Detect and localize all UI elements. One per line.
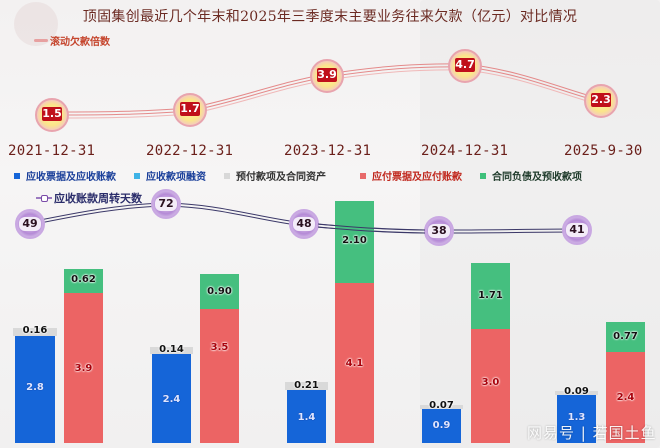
bar-ap[interactable]: 2.4	[606, 352, 645, 443]
date-label: 2024-12-31	[421, 143, 509, 159]
line-marker-legend-icon	[36, 195, 52, 202]
days-label: 72	[155, 197, 177, 211]
ratio-markers	[35, 49, 618, 132]
days-label: 49	[19, 217, 41, 231]
bar-value-label: 3.0	[481, 377, 500, 388]
bar-contract[interactable]: 1.71	[471, 263, 510, 329]
bar-value-label: 0.07	[429, 400, 454, 411]
legend-label: 合同负债及预收款项	[492, 172, 582, 183]
legend-item-ar[interactable]: 应收票据及应收账款	[14, 168, 116, 183]
bar-ar[interactable]: 2.8	[15, 336, 55, 443]
legend-rolling-ratio: 滚动欠款倍数	[34, 33, 110, 48]
line-legend-icon	[34, 39, 48, 42]
bar-ap[interactable]: 4.1	[335, 283, 374, 443]
ratio-label: 1.5	[42, 107, 62, 121]
legend-label: 应收票据及应收账款	[26, 172, 116, 183]
bar-value-label: 0.16	[22, 325, 48, 336]
legend-item-contract[interactable]: 合同负债及预收款项	[480, 168, 582, 183]
bar-ap[interactable]: 3.9	[64, 293, 103, 443]
legend-swatch	[14, 172, 20, 179]
bar-prepay[interactable]: 0.09	[555, 386, 598, 397]
bar-value-label: 1.3	[567, 412, 586, 423]
days-label: 48	[293, 217, 315, 231]
date-label: 2022-12-31	[146, 143, 234, 159]
bar-contract[interactable]: 2.10	[335, 201, 374, 283]
legend: 应收票据及应收账款 应收款项融资 预付款项及合同资产 应付票据及应付账款 合同负…	[14, 168, 600, 183]
background-decoration	[14, 2, 58, 46]
legend-item-ap[interactable]: 应付票据及应付账款	[360, 168, 462, 183]
bar-value-label: 0.90	[207, 286, 232, 297]
bar-prepay[interactable]: 0.14	[150, 344, 193, 355]
bar-value-label: 3.5	[210, 342, 229, 353]
bar-prepay[interactable]: 0.21	[285, 380, 328, 391]
legend-swatch	[224, 172, 230, 179]
bar-value-label: 2.8	[26, 382, 44, 393]
bar-prepay[interactable]: 0.07	[420, 400, 463, 411]
bar-value-label: 2.10	[342, 235, 367, 246]
watermark: 网易号 | 若国土鱼	[527, 424, 657, 442]
bar-value-label: 0.9	[432, 420, 451, 431]
chart-title: 顶固集创最近几个年末和2025年三季度末主要业务往来欠款（亿元）对比情况	[82, 9, 578, 25]
bar-ar[interactable]: 1.4	[287, 390, 326, 443]
ratio-label: 3.9	[317, 68, 337, 82]
bar-contract[interactable]: 0.77	[606, 322, 645, 352]
legend-swatch	[360, 172, 366, 179]
legend-swatch	[134, 172, 140, 179]
legend-label: 应收账款周转天数	[54, 192, 142, 205]
days-label: 41	[566, 223, 588, 237]
bar-contract[interactable]: 0.90	[200, 274, 239, 309]
bar-value-label: 0.77	[613, 331, 638, 342]
date-label: 2023-12-31	[284, 143, 372, 159]
date-label: 2021-12-31	[8, 143, 96, 159]
bar-ar[interactable]: 0.9	[422, 409, 461, 443]
legend-turnover-days[interactable]: 应收账款周转天数	[36, 190, 142, 206]
ratio-label: 1.7	[180, 102, 200, 116]
bar-value-label: 0.21	[294, 380, 319, 391]
bar-ap[interactable]: 3.5	[200, 309, 239, 443]
legend-label: 应付票据及应付账款	[372, 172, 462, 183]
ratio-label: 4.7	[455, 58, 475, 72]
bar-value-label: 2.4	[616, 392, 635, 403]
bar-value-label: 0.09	[564, 386, 589, 397]
legend-item-prepay[interactable]: 预付款项及合同资产	[224, 168, 326, 183]
bar-value-label: 1.71	[478, 290, 503, 301]
bar-value-label: 2.4	[162, 394, 181, 405]
legend-swatch	[480, 172, 486, 179]
days-label: 38	[428, 224, 450, 238]
bar-value-label: 3.9	[74, 363, 93, 374]
ratio-label: 2.3	[591, 93, 611, 107]
bar-contract[interactable]: 0.62	[64, 269, 103, 293]
legend-item-financing[interactable]: 应收款项融资	[134, 168, 206, 183]
legend-label: 应收款项融资	[146, 172, 206, 183]
bar-ap[interactable]: 3.0	[471, 329, 510, 443]
legend-label: 滚动欠款倍数	[50, 37, 110, 48]
date-label: 2025-9-30	[564, 143, 643, 159]
bar-ar[interactable]: 1.3	[557, 395, 596, 443]
legend-label: 预付款项及合同资产	[236, 172, 326, 183]
bar-value-label: 1.4	[297, 412, 316, 423]
bar-value-label: 0.62	[71, 274, 96, 285]
bar-value-label: 0.14	[159, 344, 184, 355]
bar-value-label: 4.1	[345, 358, 364, 369]
bar-prepay[interactable]: 0.16	[13, 325, 57, 336]
bar-ar[interactable]: 2.4	[152, 354, 191, 443]
